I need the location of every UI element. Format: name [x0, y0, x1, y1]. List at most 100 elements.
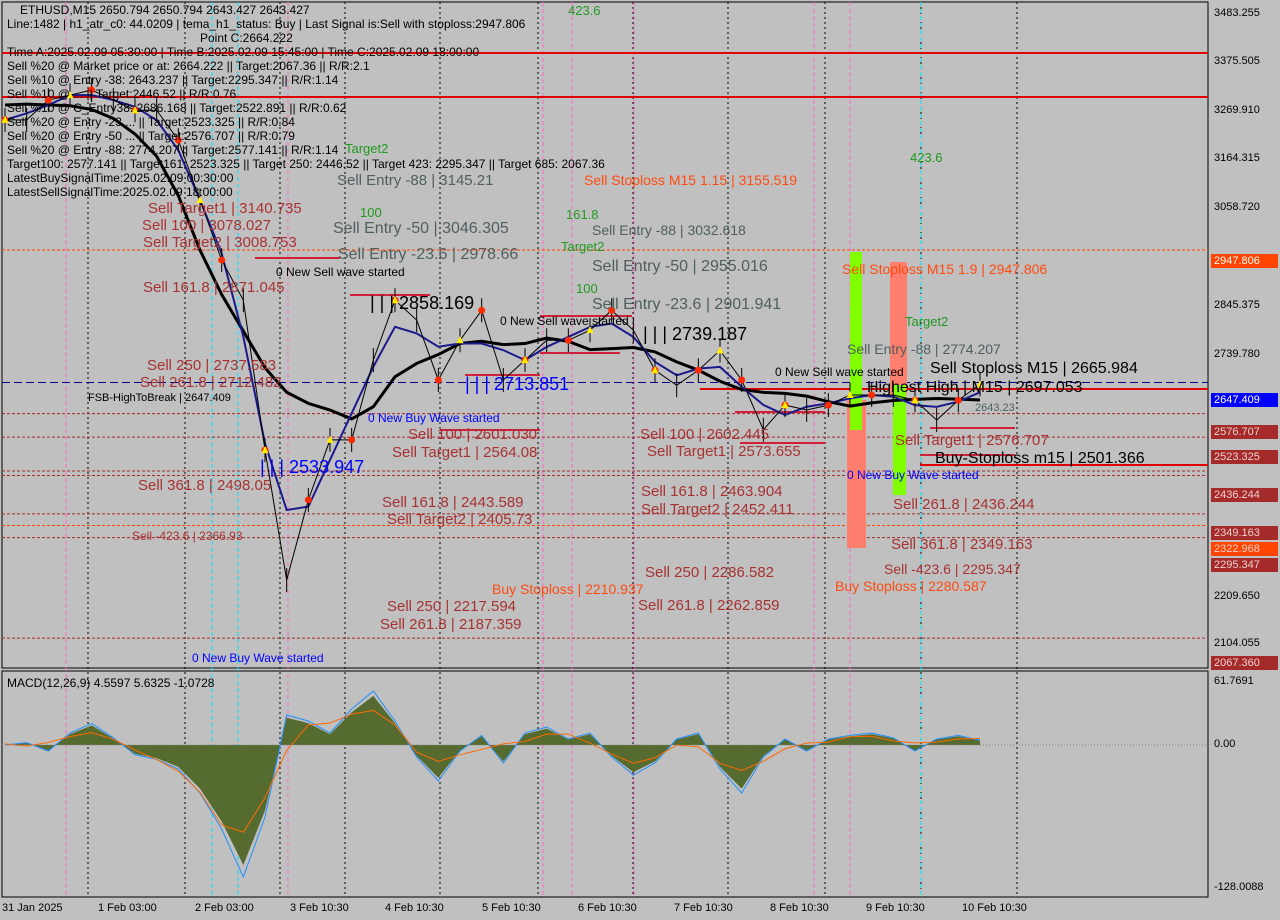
info-line: Sell %20 @ Entry -23 ... || Target:2523.… [7, 115, 295, 129]
signal-marker [954, 396, 962, 404]
signal-marker [88, 86, 96, 94]
macd-panel-frame [1, 670, 1209, 898]
annotation: Target2 [345, 141, 389, 156]
info-line: Sell %20 @ Entry -88: 2774.207 || Target… [7, 143, 339, 157]
annotation: Sell 161.8 | 2871.045 [143, 279, 285, 296]
price-tag: 2576.707 [1211, 425, 1278, 439]
date-tick: 1 Feb 03:00 [98, 902, 157, 914]
date-tick: 31 Jan 2025 [2, 902, 63, 914]
annotation: Buy-Stoploss m15 | 2501.366 [935, 450, 1145, 467]
annotation: Sell Entry -50 | 3046.305 [333, 220, 509, 237]
price-line [5, 89, 981, 581]
main-panel-frame [1, 1, 1209, 669]
date-tick: 6 Feb 10:30 [578, 902, 637, 914]
annotation: Sell 100 | 2601.030 [408, 426, 538, 443]
signal-marker [391, 296, 399, 304]
annotation: 0 New Buy Wave started [847, 468, 979, 482]
date-tick: 2 Feb 03:00 [195, 902, 254, 914]
annotation: Sell Entry -88 | 2774.207 [847, 341, 1001, 357]
annotation: Sell -423.6 | 2366.93 [132, 529, 243, 543]
annotation: Sell 100 | 3078.027 [142, 217, 272, 234]
annotation: Sell Entry -88 | 3145.21 [337, 172, 494, 189]
macd-histogram [5, 695, 980, 865]
signal-marker [44, 96, 52, 104]
date-tick: 4 Feb 10:30 [385, 902, 444, 914]
price-tick: 2739.780 [1214, 348, 1260, 360]
annotation: Sell Stoploss M15 1.9 | 2947.806 [842, 261, 1048, 277]
signal-marker [911, 396, 919, 404]
price-tag-stoploss: 2947.806 [1211, 254, 1278, 268]
signal-marker [304, 496, 312, 504]
info-line: Sell %10 @ C_Entry38: 2686.168 || Target… [7, 101, 347, 115]
price-tick: 3058.720 [1214, 201, 1260, 213]
macd-title: MACD(12,26,9) 4.5597 5.6325 -1.0728 [7, 676, 215, 690]
info-line: LatestSellSignalTime:2025.02.09 18:00:00 [7, 185, 233, 199]
annotation: 423.6 [910, 150, 943, 165]
signal-marker [824, 401, 832, 409]
moving-average-slow [4, 102, 981, 421]
signal-marker [521, 356, 529, 364]
annotation: 0 New Sell wave started [276, 265, 405, 279]
price-tick: 2104.055 [1214, 637, 1260, 649]
signal-marker [66, 91, 74, 99]
annotation: 100 [360, 205, 382, 220]
moving-average-fast [4, 94, 981, 512]
annotation: Buy Stoploss | 2210.937 [492, 581, 644, 597]
annotation: Sell 361.8 | 2498.05 [138, 477, 272, 494]
date-tick: 5 Feb 10:30 [482, 902, 541, 914]
annotation: Sell 261.8 | 2436.244 [893, 496, 1035, 513]
annotation: Buy Stoploss | 2280.587 [835, 578, 987, 594]
annotation: Sell Target1 | 2576.707 [895, 432, 1049, 449]
annotation: Sell Target1 | 3140.735 [148, 200, 302, 217]
info-line: Sell %20 @ Entry -50 ... || Target:2576.… [7, 129, 295, 143]
annotation: Sell Entry -88 | 3032.618 [592, 222, 746, 238]
annotation: Sell 261.8 | 2262.859 [638, 597, 780, 614]
signal-marker [1, 115, 9, 123]
symbol-header: ETHUSD,M15 2650.794 2650.794 2643.427 26… [20, 3, 310, 17]
annotation: 0 New Sell wave started [500, 314, 629, 328]
signal-marker [564, 336, 572, 344]
annotation: | | | 2713.851 [465, 374, 570, 394]
annotation: Sell 361.8 | 2349.163 [891, 536, 1033, 553]
annotation: Sell Target1 | 2573.655 [647, 443, 801, 460]
annotation: Sell Target2 | 2405.73 [387, 511, 533, 528]
signal-marker [478, 306, 486, 314]
price-tag: 2067.360 [1211, 656, 1278, 670]
annotation: 161.8 [566, 207, 599, 222]
price-tag: 2523.325 [1211, 450, 1278, 464]
signal-marker [196, 196, 204, 204]
signal-marker [716, 346, 724, 354]
sell-zone-bar [890, 262, 907, 395]
info-line: Line:1482 | h1_atr_c0: 44.0209 | tema_h1… [7, 17, 526, 31]
price-tag: 2322.968 [1211, 542, 1278, 556]
annotation: | | | 2533.947 [260, 457, 365, 477]
info-line: Sell %20 @ Market price or at: 2664.222 … [7, 59, 370, 73]
price-tick: 2845.375 [1214, 299, 1260, 311]
signal-marker [694, 366, 702, 374]
date-tick: 9 Feb 10:30 [866, 902, 925, 914]
annotation: Sell 161.8 | 2443.589 [382, 494, 524, 511]
signal-marker [976, 380, 984, 388]
signal-marker [218, 256, 226, 264]
annotation: 0 New Buy Wave started [368, 411, 500, 425]
annotation: Sell Target1 | 2564.08 [392, 444, 538, 461]
signal-marker [348, 436, 356, 444]
signal-marker [456, 336, 464, 344]
signal-marker [781, 401, 789, 409]
signal-marker [738, 376, 746, 384]
price-tick: 3375.505 [1214, 55, 1260, 67]
annotation: Sell Entry -23.6 | 2978.66 [338, 246, 519, 263]
annotation: | | | 2739.187 [643, 324, 748, 344]
buy-zone-bar [893, 385, 906, 495]
annotation: 0 New Buy Wave started [192, 651, 324, 665]
annotation: Sell Entry -23.6 | 2901.941 [592, 296, 782, 313]
annotation: Target2 [905, 314, 949, 329]
signal-marker [608, 306, 616, 314]
annotation: | | | 2858.169 [370, 293, 475, 313]
signal-marker [174, 136, 182, 144]
price-tick: 2209.650 [1214, 590, 1260, 602]
annotation: Sell 250 | 2217.594 [387, 598, 517, 615]
macd-signal-line [4, 709, 981, 833]
annotation: Sell 100 | 2602.445 [640, 426, 770, 443]
